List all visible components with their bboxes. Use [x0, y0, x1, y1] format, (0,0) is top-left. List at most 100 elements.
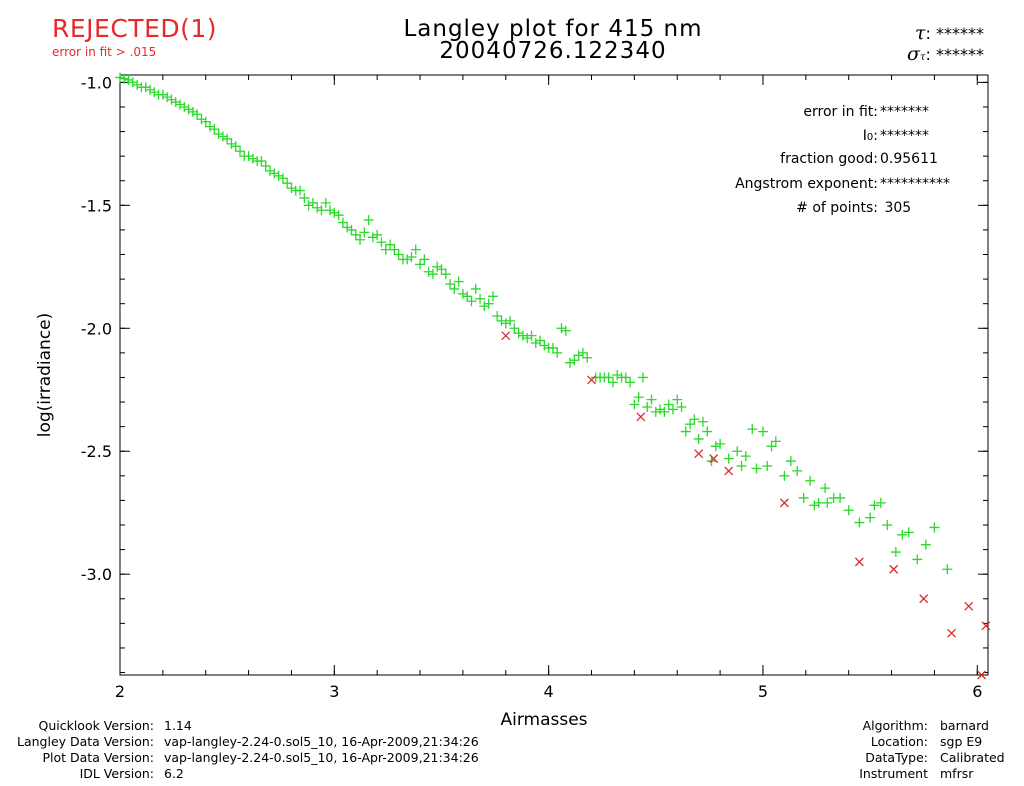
footer-value-idl: 6.2 [164, 766, 184, 781]
good-point-marker [625, 377, 636, 388]
y-axis-label: log(irradiance) [35, 313, 55, 438]
good-point-marker [875, 497, 886, 508]
rejected-point-marker [977, 670, 987, 680]
good-point-marker [912, 554, 923, 565]
good-point-marker [436, 264, 447, 275]
good-point-marker [813, 497, 824, 508]
good-point-marker [277, 173, 288, 184]
good-point-marker [329, 207, 340, 218]
tau-value: ****** [936, 24, 984, 43]
good-point-marker [736, 460, 747, 471]
good-point-marker [312, 202, 323, 213]
good-point-marker [556, 323, 567, 334]
good-point-marker [350, 229, 361, 240]
good-point-marker [200, 116, 211, 127]
good-point-marker [751, 463, 762, 474]
good-point-marker [115, 72, 125, 83]
good-point-marker [798, 492, 809, 503]
good-point-marker [449, 283, 460, 294]
footer-value-datatype: Calibrated [940, 750, 1005, 765]
good-point-marker [723, 453, 734, 464]
footer-value-quicklook: 1.14 [164, 718, 192, 733]
good-point-marker [402, 254, 413, 265]
footer-label-quicklook: Quicklook Version: [38, 718, 154, 733]
sigma-label: : [925, 45, 931, 64]
sigma-tau-readout: στ: ****** [907, 43, 984, 65]
good-point-marker [372, 229, 383, 240]
good-point-marker [710, 441, 721, 452]
footer-label-plot-data: Plot Data Version: [42, 750, 154, 765]
rejected-point-marker [947, 628, 957, 638]
good-point-marker [547, 342, 558, 353]
good-point-marker [316, 205, 327, 216]
stat-value-i0: ******* [880, 128, 929, 144]
good-point-marker [539, 340, 550, 351]
good-point-marker [672, 394, 683, 405]
good-point-marker [757, 426, 768, 437]
good-point-marker [265, 165, 276, 176]
good-point-marker [779, 470, 790, 481]
good-point-marker [637, 372, 648, 383]
good-point-marker [659, 406, 670, 417]
good-point-marker [162, 92, 173, 103]
good-point-marker [359, 227, 370, 238]
good-point-marker [286, 183, 297, 194]
good-point-marker [273, 170, 284, 181]
good-point-marker [646, 394, 657, 405]
good-point-marker [740, 451, 751, 462]
good-point-marker [475, 293, 486, 304]
good-point-marker [149, 87, 160, 98]
good-point-marker [367, 232, 378, 243]
good-point-marker [479, 301, 490, 312]
good-point-marker [766, 441, 777, 452]
x-tick-label: 3 [329, 682, 339, 701]
good-point-marker [552, 347, 563, 358]
good-point-marker [209, 124, 220, 135]
good-point-marker [140, 82, 151, 93]
rejected-status: REJECTED(1) [52, 14, 218, 43]
rejected-point-marker [854, 557, 864, 567]
sigma-symbol: σ [906, 43, 920, 65]
good-point-marker [522, 333, 533, 344]
rejected-point-marker [724, 466, 734, 476]
good-point-marker [805, 475, 816, 486]
good-point-marker [903, 527, 914, 538]
good-point-marker [303, 200, 314, 211]
good-point-marker [363, 215, 374, 226]
chart-title: Langley plot for 415 nm [403, 16, 703, 42]
x-tick-label: 5 [758, 682, 768, 701]
good-point-marker [822, 497, 833, 508]
good-point-marker [325, 205, 336, 216]
good-point-marker [890, 547, 901, 558]
good-point-marker [792, 465, 803, 476]
stat-label-num-points: # of points: [796, 200, 878, 216]
good-point-marker [680, 426, 691, 437]
y-tick-label: -2.5 [81, 442, 112, 461]
good-point-marker [192, 109, 203, 120]
good-point-marker [920, 539, 931, 550]
good-point-marker [667, 404, 678, 415]
good-point-marker [865, 512, 876, 523]
stat-value-num-points: 305 [880, 200, 912, 216]
good-point-marker [869, 500, 880, 511]
good-point-marker [183, 104, 194, 115]
good-point-marker [492, 310, 503, 321]
good-point-marker [535, 335, 546, 346]
i0-subscript: 0 [866, 132, 874, 143]
footer-label-instrument: Instrument [859, 766, 928, 781]
rejected-point-marker [501, 331, 511, 341]
good-point-marker [389, 244, 400, 255]
good-point-marker [693, 433, 704, 444]
good-point-marker [573, 350, 584, 361]
good-point-marker [603, 372, 614, 383]
x-tick-label: 6 [972, 682, 982, 701]
good-point-marker [820, 483, 831, 494]
good-point-marker [453, 276, 464, 287]
good-point-marker [243, 151, 254, 162]
good-point-marker [785, 456, 796, 467]
good-point-marker [809, 500, 820, 511]
good-point-marker [517, 330, 528, 341]
good-point-marker [897, 529, 908, 540]
rejected-point-marker [779, 498, 789, 508]
rejected-point-marker [709, 454, 719, 464]
